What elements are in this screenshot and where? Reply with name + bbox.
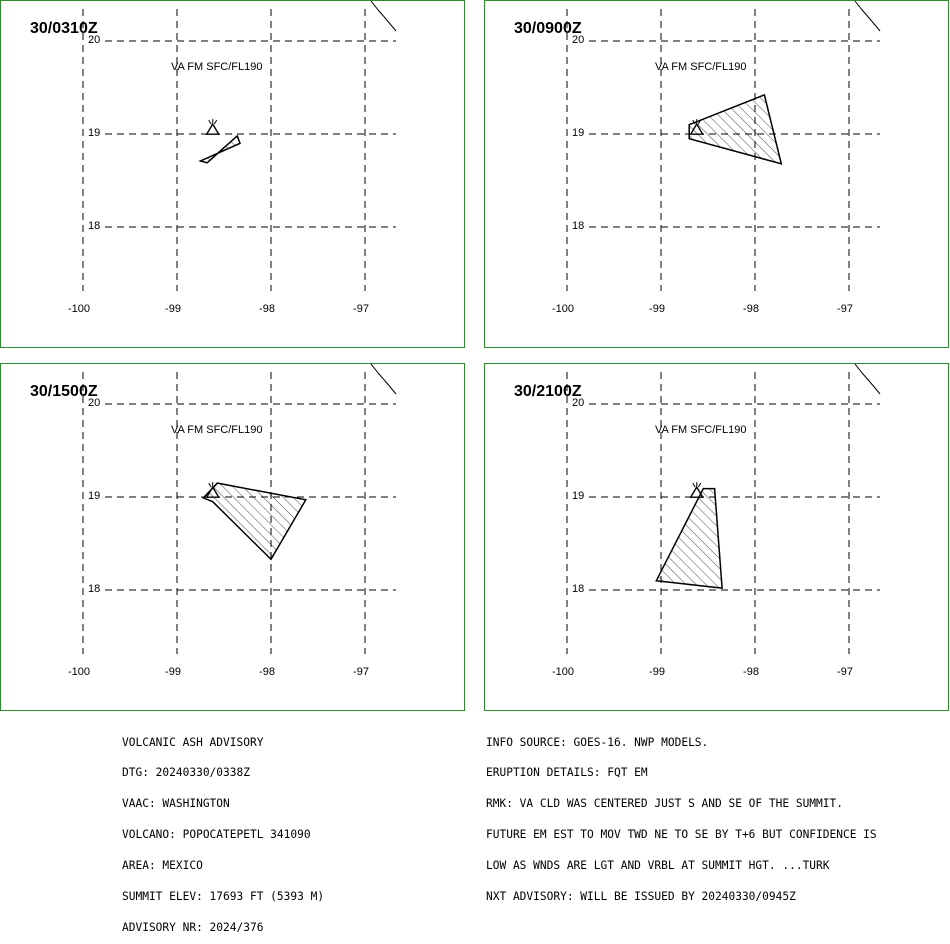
ash-layer-label: VA FM SFC/FL190	[171, 61, 263, 73]
latitude-label: 19	[87, 490, 102, 502]
advisory-line: AREA: MEXICO	[122, 859, 203, 873]
advisory-right-text: INFO SOURCE: GOES-16. NWP MODELS. ERUPTI…	[486, 717, 877, 913]
ash-layer-label: VA FM SFC/FL190	[655, 61, 747, 73]
longitude-label: -100	[67, 303, 91, 315]
latitude-label: 20	[87, 34, 102, 46]
longitude-label: -99	[649, 303, 665, 315]
map-panel-t12	[82, 363, 397, 654]
advisory-line: INFO SOURCE: GOES-16. NWP MODELS.	[486, 735, 709, 749]
map-panel-t6	[566, 0, 881, 291]
ash-cloud-polygon	[198, 134, 241, 164]
volcano-triangle-icon	[205, 482, 220, 498]
advisory-line: DTG: 20240330/0338Z	[122, 766, 250, 780]
advisory-line: NXT ADVISORY: WILL BE ISSUED BY 20240330…	[486, 890, 796, 904]
latitude-label: 20	[571, 397, 586, 409]
advisory-left-text: VOLCANIC ASH ADVISORY DTG: 20240330/0338…	[122, 717, 324, 944]
longitude-label: -97	[837, 303, 853, 315]
longitude-label: -97	[353, 303, 369, 315]
panel-title: 30/2100Z	[514, 383, 582, 400]
advisory-line: VAAC: WASHINGTON	[122, 797, 230, 811]
advisory-line: ERUPTION DETAILS: FQT EM	[486, 766, 648, 780]
longitude-label: -99	[165, 666, 181, 678]
advisory-line: ADVISORY NR: 2024/376	[122, 920, 264, 934]
map-panel-t18	[566, 363, 881, 654]
map-panel-t0	[82, 0, 397, 291]
longitude-label: -98	[259, 666, 275, 678]
latitude-label: 19	[571, 490, 586, 502]
coastline	[370, 363, 397, 395]
panel-t0: 30/0310Z VA FM SFC/FL190 20 19 18 -100 -99 -9…	[0, 0, 465, 348]
longitude-label: -99	[649, 666, 665, 678]
latitude-label: 18	[87, 583, 102, 595]
longitude-label: -100	[67, 666, 91, 678]
panel-title: 30/0310Z	[30, 20, 98, 37]
ash-cloud-polygon	[688, 93, 783, 165]
advisory-line: VOLCANIC ASH ADVISORY	[122, 735, 264, 749]
ash-layer-label: VA FM SFC/FL190	[171, 424, 263, 436]
latitude-label: 18	[571, 583, 586, 595]
volcano-triangle-icon	[205, 119, 220, 135]
coastline	[370, 0, 397, 32]
panel-t18: 30/2100Z VA FM SFC/FL190 20 19 18 -100 -99 -9…	[484, 363, 949, 711]
longitude-label: -98	[259, 303, 275, 315]
longitude-label: -100	[551, 303, 575, 315]
longitude-label: -98	[743, 666, 759, 678]
longitude-label: -98	[743, 303, 759, 315]
coastline	[854, 363, 881, 395]
panel-t6: 30/0900Z VA FM SFC/FL190 20 19 18 -100 -99 -9…	[484, 0, 949, 348]
panel-t12: 30/1500Z VA FM SFC/FL190 20 19 18 -100 -99 -9…	[0, 363, 465, 711]
latitude-label: 19	[87, 127, 102, 139]
ash-cloud-polygon	[655, 487, 723, 589]
latitude-label: 20	[87, 397, 102, 409]
advisory-line: FUTURE EM EST TO MOV TWD NE TO SE BY T+6…	[486, 828, 877, 842]
panel-title: 30/1500Z	[30, 383, 98, 400]
coastline	[854, 0, 881, 32]
longitude-label: -97	[837, 666, 853, 678]
latitude-label: 20	[571, 34, 586, 46]
volcano-triangle-icon	[689, 482, 704, 498]
latitude-label: 19	[571, 127, 586, 139]
longitude-label: -99	[165, 303, 181, 315]
ash-layer-label: VA FM SFC/FL190	[655, 424, 747, 436]
latitude-label: 18	[571, 220, 586, 232]
longitude-label: -97	[353, 666, 369, 678]
volcano-triangle-icon	[689, 119, 704, 135]
advisory-line: RMK: VA CLD WAS CENTERED JUST S AND SE O…	[486, 797, 843, 811]
latitude-label: 18	[87, 220, 102, 232]
advisory-line: SUMMIT ELEV: 17693 FT (5393 M)	[122, 890, 325, 904]
advisory-line: VOLCANO: POPOCATEPETL 341090	[122, 828, 311, 842]
panel-title: 30/0900Z	[514, 20, 582, 37]
longitude-label: -100	[551, 666, 575, 678]
advisory-line: LOW AS WNDS ARE LGT AND VRBL AT SUMMIT H…	[486, 859, 830, 873]
